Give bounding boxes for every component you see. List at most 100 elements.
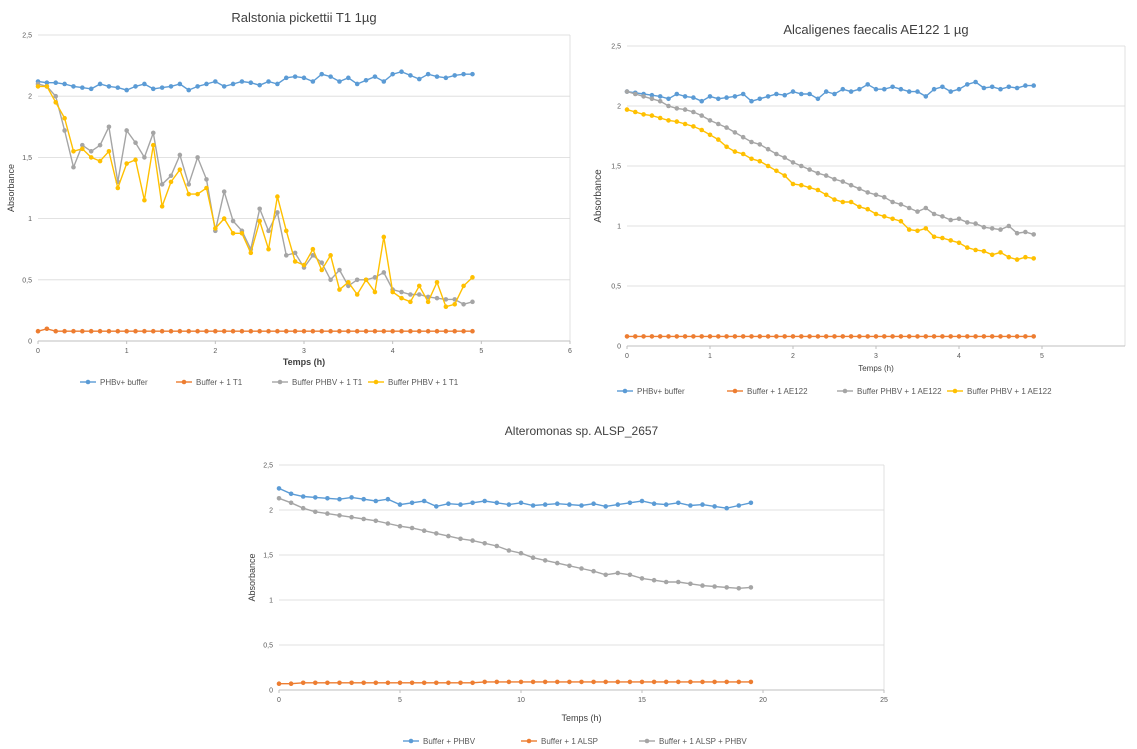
data-point (506, 502, 512, 507)
data-point (649, 113, 655, 118)
y-tick-label: 1 (269, 598, 273, 605)
data-point (555, 679, 560, 685)
series-2 (624, 89, 1036, 237)
data-point (807, 167, 812, 172)
y-axis-label: Absorbance (6, 164, 16, 212)
chart-alteromonas: Alteromonas sp. ALSP_2657 0 0,5 1 1,5 2 2,5 0 5 1… (235, 400, 910, 749)
data-point (399, 289, 404, 295)
chart-alcaligenes: Alcaligenes faecalis AE122 1 µg 0 0,5 1 1,5 2… (585, 0, 1137, 400)
data-point (657, 98, 663, 104)
data-point (857, 186, 862, 192)
x-axis-label: Temps (h) (561, 713, 601, 723)
data-point (998, 250, 1003, 255)
data-point (882, 86, 887, 92)
data-point (416, 328, 422, 334)
x-tick-label: 5 (1040, 353, 1044, 360)
data-point (390, 289, 395, 295)
data-point (416, 76, 422, 82)
series-line (37, 328, 473, 332)
data-point (88, 86, 94, 92)
data-point (168, 173, 174, 179)
data-point (865, 82, 870, 87)
x-tick-label: 4 (391, 348, 395, 355)
data-point (416, 292, 422, 297)
legend-marker (622, 388, 628, 394)
data-point (482, 541, 487, 546)
data-point (676, 679, 681, 685)
y-tick-label: 0 (617, 344, 621, 351)
x-tick-label: 20 (759, 697, 767, 704)
data-point (494, 500, 500, 506)
data-point (363, 277, 369, 283)
data-point (328, 74, 333, 79)
data-point (106, 148, 112, 154)
data-point (676, 500, 681, 506)
y-tick-label: 2 (28, 94, 32, 101)
data-point (1031, 256, 1036, 261)
data-point (981, 248, 987, 254)
data-point (807, 185, 812, 190)
chart-svg: Alcaligenes faecalis AE122 1 µg 0 0,5 1 1,5 2… (593, 22, 1126, 396)
data-point (97, 81, 103, 87)
data-point (319, 71, 325, 77)
data-point (724, 125, 729, 130)
data-point (757, 96, 763, 102)
data-point (774, 91, 779, 97)
data-point (898, 334, 904, 339)
data-point (518, 679, 524, 685)
data-point (300, 505, 306, 511)
data-point (349, 680, 354, 686)
x-tick-label: 2 (791, 353, 795, 360)
data-point (757, 158, 763, 164)
data-point (682, 334, 688, 339)
data-point (542, 558, 548, 563)
data-point (80, 328, 85, 334)
data-point (857, 86, 862, 92)
data-point (494, 543, 500, 549)
data-point (283, 228, 289, 234)
data-point (948, 334, 953, 339)
y-tick-label: 0 (269, 688, 273, 695)
data-point (716, 334, 721, 339)
data-point (712, 679, 717, 685)
data-point (1031, 334, 1036, 339)
data-point (186, 191, 192, 197)
data-point (799, 91, 804, 97)
data-point (325, 511, 330, 516)
data-point (567, 679, 572, 685)
data-point (624, 334, 630, 339)
data-point (53, 328, 59, 334)
data-point (213, 226, 218, 231)
data-point (385, 680, 391, 686)
data-point (53, 80, 59, 86)
data-point (989, 226, 995, 231)
data-point (470, 71, 475, 77)
data-point (724, 585, 729, 590)
data-point (707, 118, 713, 123)
data-point (461, 283, 466, 289)
data-point (666, 118, 671, 123)
series-line (626, 81, 1034, 102)
data-point (408, 292, 413, 297)
data-point (799, 163, 804, 169)
legend-label: Buffer PHBV + 1 AE122 (967, 387, 1052, 396)
data-point (470, 299, 475, 305)
data-point (956, 334, 962, 339)
data-point (682, 94, 688, 99)
data-point (115, 85, 121, 90)
data-point (691, 109, 696, 115)
legend-marker (181, 379, 187, 385)
data-point (204, 81, 209, 87)
data-point (168, 179, 174, 185)
data-point (823, 334, 829, 339)
data-point (603, 504, 608, 509)
data-point (159, 204, 165, 209)
x-tick-label: 10 (517, 697, 525, 704)
data-point (381, 234, 387, 240)
data-point (774, 334, 779, 339)
data-point (807, 91, 812, 97)
legend-marker (277, 379, 283, 385)
data-point (266, 246, 271, 252)
x-tick-label: 6 (568, 348, 572, 355)
data-point (1023, 83, 1028, 88)
